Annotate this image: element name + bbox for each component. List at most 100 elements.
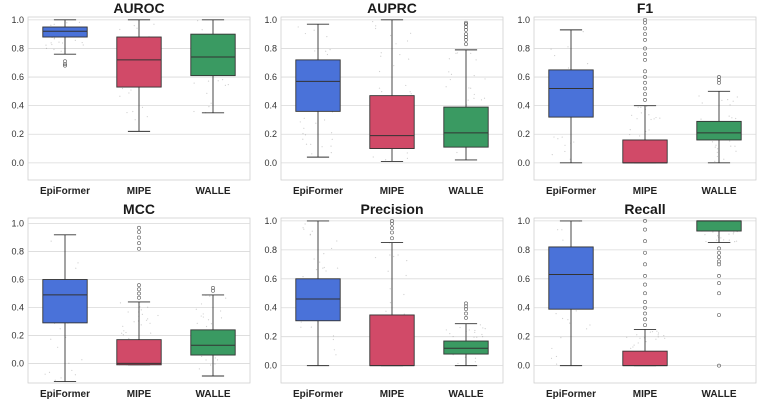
jitter-point <box>303 117 305 119</box>
y-tick-label: 0.8 <box>264 43 277 53</box>
jitter-point <box>736 96 738 98</box>
panel-auprc: 0.0 0.2 0.4 0.6 0.8 1.0 AUPRC EpiFormer MIPE WALL… <box>264 0 504 197</box>
jitter-point <box>575 310 577 312</box>
jitter-point <box>701 102 703 104</box>
jitter-point <box>728 233 730 235</box>
jitter-point <box>75 267 77 269</box>
outlier-point <box>464 22 468 27</box>
outlier-point <box>137 295 141 300</box>
jitter-point <box>406 40 409 42</box>
y-tick-label: 0.6 <box>517 72 530 82</box>
jitter-point <box>729 140 731 142</box>
jitter-point <box>205 359 207 361</box>
outlier-point <box>137 235 141 240</box>
jitter-point <box>332 335 335 337</box>
jitter-point <box>50 240 52 242</box>
x-tick-label: EpiFormer <box>40 186 90 197</box>
jitter-point <box>734 241 736 243</box>
jitter-point <box>626 336 628 338</box>
jitter-point <box>123 330 125 332</box>
jitter-point <box>323 266 325 269</box>
jitter-point <box>372 156 374 158</box>
jitter-point <box>650 118 652 121</box>
y-tick-label: 0.8 <box>264 245 277 255</box>
jitter-point <box>409 91 411 93</box>
jitter-point <box>313 29 315 31</box>
jitter-point <box>459 326 461 329</box>
y-tick-label: 1.0 <box>11 219 24 229</box>
jitter-point <box>663 334 665 337</box>
outlier-point <box>717 255 721 259</box>
jitter-point <box>81 359 83 361</box>
outlier-point <box>464 25 468 29</box>
box-mipe <box>369 95 415 149</box>
jitter-point <box>729 104 731 106</box>
jitter-point <box>207 319 210 321</box>
jitter-point <box>405 84 407 87</box>
jitter-point <box>300 326 302 328</box>
jitter-point <box>704 234 706 236</box>
jitter-point <box>479 324 481 326</box>
jitter-point <box>732 233 734 235</box>
y-tick-label: 0.4 <box>517 101 530 111</box>
jitter-point <box>126 111 128 114</box>
jitter-point <box>389 302 392 304</box>
jitter-point <box>712 231 714 233</box>
outlier-point <box>717 250 721 255</box>
jitter-point <box>445 329 447 331</box>
box-mipe <box>622 350 668 367</box>
jitter-point <box>325 50 327 52</box>
jitter-point <box>378 70 381 73</box>
jitter-point <box>648 114 650 116</box>
outlier-point <box>643 80 647 85</box>
jitter-point <box>60 377 62 379</box>
x-tick-label: MIPE <box>380 389 405 400</box>
jitter-point <box>569 322 571 324</box>
jitter-point <box>483 97 486 99</box>
jitter-point <box>66 22 68 24</box>
jitter-point <box>217 80 219 82</box>
jitter-point <box>387 270 389 272</box>
y-tick-label: 0.0 <box>517 361 530 371</box>
outlier-point <box>137 291 141 296</box>
jitter-point <box>561 136 563 138</box>
jitter-point <box>720 237 722 239</box>
outlier-point <box>717 78 721 82</box>
jitter-point <box>631 114 633 116</box>
outlier-point <box>643 26 647 31</box>
jitter-point <box>452 335 454 338</box>
jitter-point <box>309 234 311 236</box>
jitter-point <box>399 53 401 56</box>
jitter-point <box>45 44 47 46</box>
box-walle <box>443 340 489 355</box>
jitter-point <box>77 262 79 264</box>
jitter-point <box>481 333 483 336</box>
jitter-point <box>197 20 199 22</box>
panel-title: Precision <box>360 201 423 217</box>
jitter-point <box>209 295 211 297</box>
box-epiformer <box>42 279 88 324</box>
jitter-point <box>410 32 412 34</box>
jitter-point <box>207 80 210 82</box>
outlier-point <box>63 59 67 64</box>
jitter-point <box>467 99 469 101</box>
jitter-point <box>637 342 639 344</box>
jitter-point <box>406 152 408 154</box>
jitter-point <box>313 258 315 260</box>
jitter-point <box>561 229 563 231</box>
y-tick-label: 1.0 <box>517 15 530 25</box>
jitter-point <box>555 355 558 358</box>
outlier-point <box>137 241 141 246</box>
jitter-point <box>146 116 148 118</box>
jitter-point <box>153 23 155 25</box>
jitter-point <box>302 138 304 140</box>
jitter-point <box>330 247 333 250</box>
jitter-point <box>314 50 316 52</box>
outlier-point <box>643 46 647 51</box>
jitter-point <box>564 144 566 146</box>
jitter-point <box>134 119 136 121</box>
jitter-point <box>61 42 64 44</box>
jitter-point <box>586 63 589 65</box>
jitter-point <box>132 110 134 113</box>
box-mipe <box>369 314 415 367</box>
